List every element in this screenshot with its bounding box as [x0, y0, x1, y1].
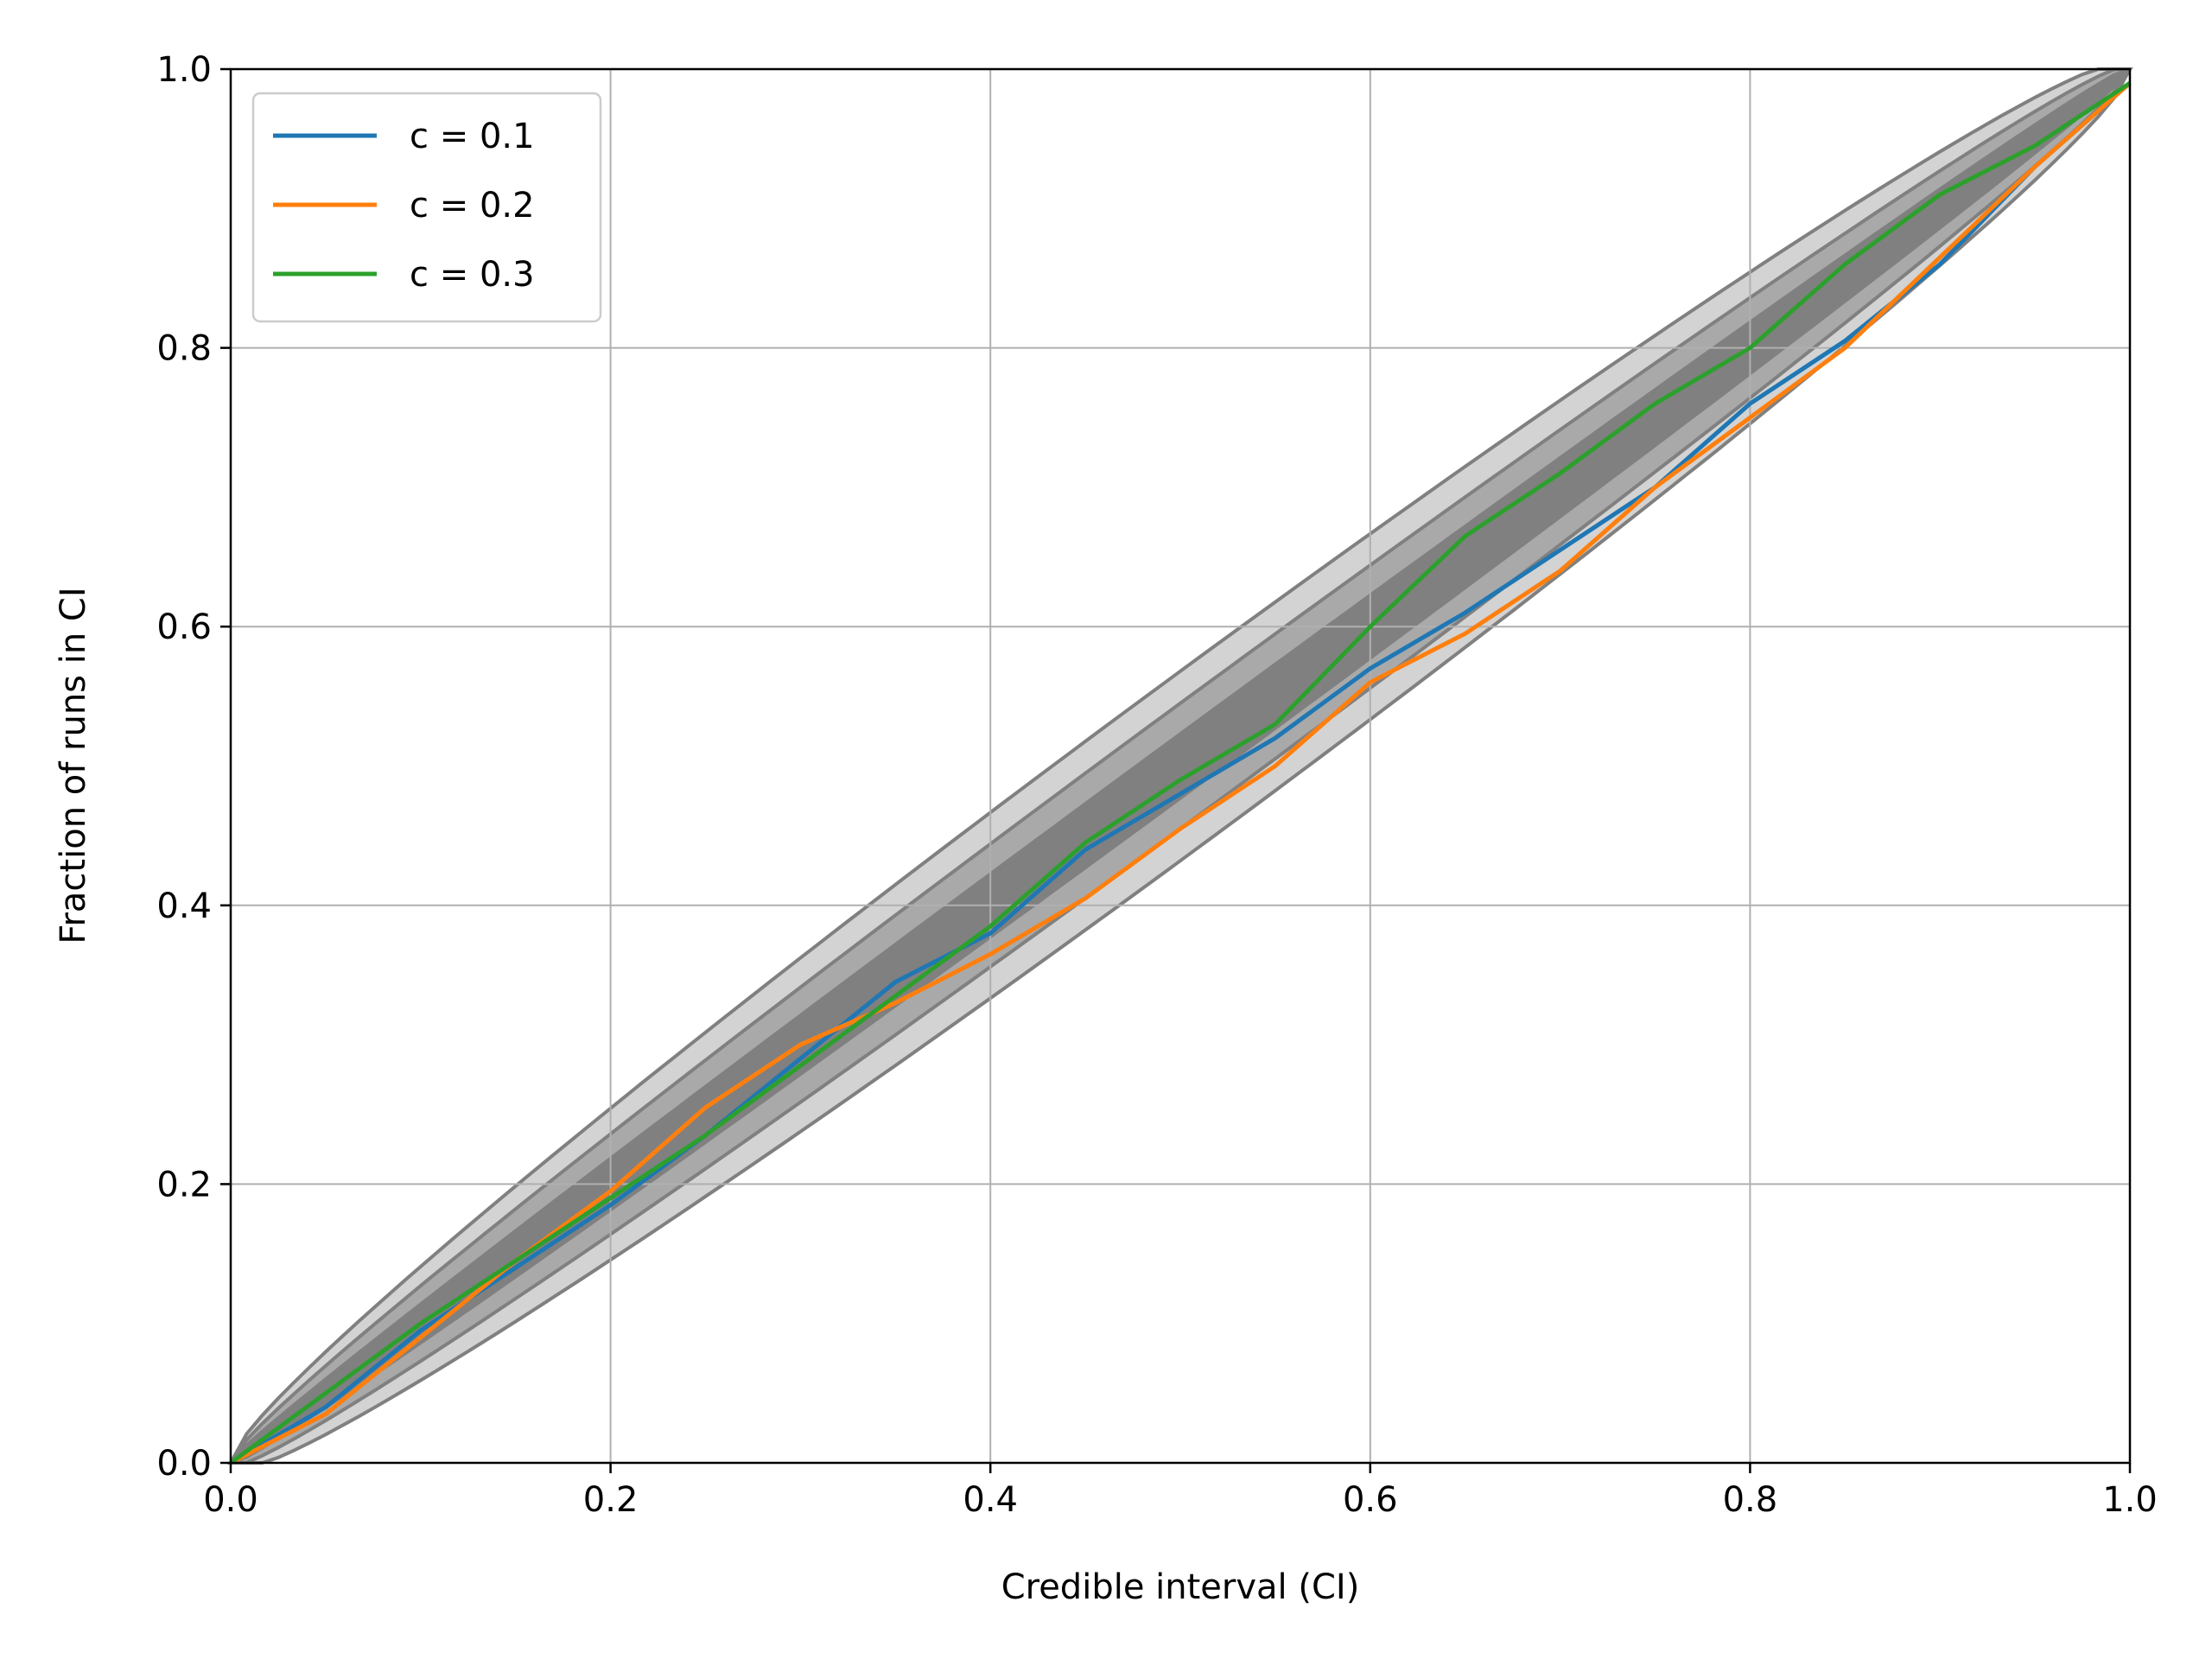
y-tick-label-4: 0.8: [156, 329, 212, 369]
series-line-1: [229, 81, 2132, 1465]
legend-label-2: c = 0.2: [410, 186, 535, 226]
grid: [230, 68, 2131, 1464]
series-line-3: [229, 81, 2132, 1465]
x-tick-label-0: 0.0: [203, 1480, 258, 1520]
legend: c = 0.1 c = 0.2 c = 0.3: [251, 92, 602, 323]
x-tick-label-5: 1.0: [2102, 1480, 2158, 1520]
y-axis-label: Fraction of runs in CI: [54, 587, 93, 944]
x-axis-label: Credible interval (CI): [1001, 1567, 1360, 1607]
legend-box: [251, 92, 602, 323]
axis-ticks: 0.0 0.2 0.4 0.6 0.8 1.0 0.0 0.2 0.4 0.6 0.8 1.0: [156, 50, 2157, 1520]
confidence-bands: [227, 67, 2133, 1465]
plot-frame: [229, 67, 2132, 1465]
y-tick-label-2: 0.4: [156, 887, 212, 926]
x-tick-label-1: 0.2: [583, 1480, 639, 1520]
x-tick-label-3: 0.6: [1343, 1480, 1398, 1520]
y-tick-label-0: 0.0: [156, 1444, 212, 1484]
y-tick-label-1: 0.2: [156, 1165, 212, 1205]
y-tick-label-5: 1.0: [156, 50, 212, 90]
series-lines: [229, 81, 2132, 1465]
y-tick-label-3: 0.6: [156, 607, 212, 647]
x-tick-label-2: 0.4: [963, 1480, 1018, 1520]
legend-label-3: c = 0.3: [410, 255, 535, 295]
legend-label-1: c = 0.1: [410, 117, 535, 156]
x-tick-label-4: 0.8: [1723, 1480, 1778, 1520]
